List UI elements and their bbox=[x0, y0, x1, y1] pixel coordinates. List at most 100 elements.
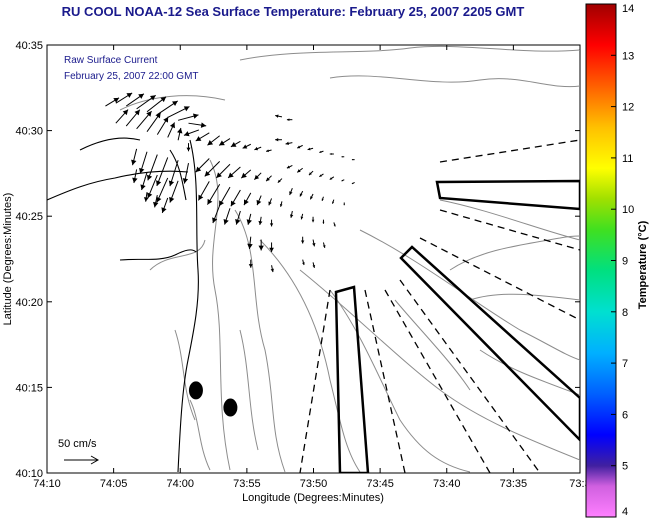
current-vector bbox=[266, 149, 272, 153]
vector-head bbox=[297, 145, 301, 149]
current-vector bbox=[156, 116, 169, 135]
current-vector bbox=[308, 170, 314, 176]
vector-head bbox=[200, 122, 207, 128]
vector-head bbox=[122, 109, 129, 116]
vector-head bbox=[333, 224, 336, 227]
x-tick-label: 73:55 bbox=[233, 478, 261, 490]
current-vector bbox=[297, 144, 303, 149]
vector-head bbox=[223, 218, 229, 225]
vector-head bbox=[322, 245, 326, 248]
vector-head bbox=[161, 207, 167, 213]
x-tick-label: 73:50 bbox=[300, 478, 328, 490]
current-vector bbox=[240, 169, 252, 179]
vector-head bbox=[289, 191, 293, 196]
vector-head bbox=[143, 197, 149, 202]
current-vector bbox=[258, 239, 264, 251]
current-vector bbox=[246, 213, 252, 225]
current-vector bbox=[177, 113, 199, 121]
current-vector bbox=[300, 213, 304, 220]
vector-head bbox=[319, 174, 322, 177]
vector-head bbox=[299, 193, 303, 197]
vector-head bbox=[270, 268, 274, 273]
vector-head bbox=[300, 240, 305, 244]
vector-head bbox=[126, 92, 133, 98]
vector-head bbox=[343, 203, 345, 206]
vector-head bbox=[307, 147, 311, 151]
vector-head bbox=[248, 264, 253, 268]
chart-title: RU COOL NOAA-12 Sea Surface Temperature:… bbox=[61, 4, 525, 19]
current-vector bbox=[157, 100, 179, 115]
vector-shaft bbox=[156, 157, 169, 187]
current-vector bbox=[322, 242, 326, 249]
vector-head bbox=[163, 116, 169, 123]
current-vector bbox=[285, 141, 293, 146]
current-vector bbox=[289, 210, 294, 218]
current-vector bbox=[167, 122, 175, 138]
current-vector bbox=[115, 92, 133, 104]
vector-head bbox=[286, 118, 290, 122]
x-tick-label: 74:00 bbox=[166, 478, 194, 490]
vector-head bbox=[329, 152, 332, 156]
current-vector bbox=[139, 151, 148, 174]
coverage-wedge-north bbox=[435, 179, 580, 211]
current-vector bbox=[341, 179, 345, 182]
vector-head bbox=[310, 196, 313, 200]
current-vector bbox=[309, 193, 314, 200]
current-vector bbox=[275, 114, 283, 118]
current-vector bbox=[182, 163, 189, 184]
vector-head bbox=[134, 109, 140, 116]
current-vector bbox=[312, 239, 316, 247]
vector-head bbox=[139, 167, 145, 174]
vector-head bbox=[247, 243, 253, 249]
vector-head bbox=[275, 138, 279, 142]
current-vector bbox=[153, 194, 159, 208]
vector-head bbox=[131, 159, 137, 166]
vector-head bbox=[243, 199, 249, 206]
current-vector bbox=[299, 190, 304, 197]
colorbar bbox=[585, 3, 617, 518]
current-vector bbox=[243, 192, 252, 206]
current-vector bbox=[183, 129, 200, 137]
vector-head bbox=[219, 140, 225, 146]
vector-head bbox=[230, 142, 237, 147]
vector-head bbox=[351, 182, 354, 184]
vector-head bbox=[155, 112, 161, 119]
vector-head bbox=[266, 177, 270, 182]
colorbar-ticks: 4 5 6 7 8 9 10 11 12 13 14 bbox=[611, 3, 634, 518]
vector-head bbox=[302, 262, 305, 266]
vector-head bbox=[341, 179, 344, 182]
vector-head bbox=[329, 177, 333, 180]
current-vector bbox=[329, 152, 334, 156]
colorbar-label: Temperature (°C) bbox=[637, 220, 649, 309]
colorbar-tick-label: 14 bbox=[622, 3, 634, 15]
current-vector bbox=[169, 180, 179, 203]
current-vector bbox=[329, 176, 335, 180]
current-vector bbox=[242, 143, 252, 149]
coastline bbox=[47, 137, 199, 473]
coverage-wedge-south bbox=[334, 285, 370, 473]
current-vector bbox=[227, 166, 241, 179]
current-vector bbox=[312, 262, 316, 268]
vector-head bbox=[153, 201, 159, 208]
current-vector bbox=[105, 97, 120, 107]
y-tick-label: 40:10 bbox=[15, 468, 43, 480]
current-vector bbox=[131, 148, 138, 166]
x-tick-label: 73:45 bbox=[366, 478, 394, 490]
current-vector bbox=[125, 109, 141, 127]
vector-head bbox=[186, 147, 191, 152]
current-vector bbox=[254, 172, 262, 180]
current-vector bbox=[146, 96, 167, 113]
current-vector bbox=[321, 196, 324, 201]
vector-head bbox=[169, 122, 175, 129]
vector-head bbox=[269, 247, 274, 252]
vector-head bbox=[235, 219, 241, 225]
vector-head bbox=[341, 156, 343, 158]
y-tick-label: 40:30 bbox=[15, 126, 43, 138]
current-vector bbox=[168, 160, 179, 187]
current-vector bbox=[269, 242, 274, 252]
x-tick-label: 73:40 bbox=[433, 478, 461, 490]
y-axis: 40:35 40:30 40:25 40:20 40:15 40:10 bbox=[15, 40, 580, 480]
colorbar-tick-label: 11 bbox=[622, 153, 633, 165]
current-vector bbox=[265, 175, 272, 182]
